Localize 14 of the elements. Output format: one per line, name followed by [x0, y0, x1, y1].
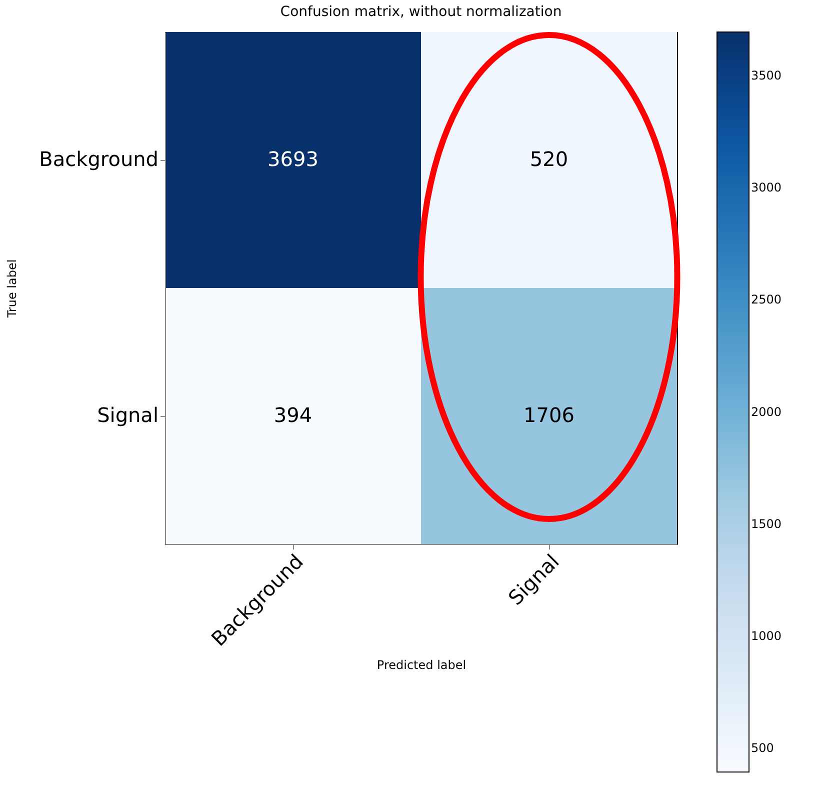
color-bar-label: 3500	[751, 68, 782, 82]
x-axis-title: Predicted label	[376, 658, 466, 672]
color-bar-label: 3000	[751, 180, 782, 194]
color-bar-label: 500	[751, 741, 774, 756]
data-label: 3693	[268, 147, 318, 171]
color-bar-label: 1000	[751, 629, 782, 644]
color-bar-label: 2000	[751, 404, 782, 419]
color-bar-label: 2500	[751, 292, 782, 307]
color-bar-label: 1500	[751, 516, 782, 531]
y-axis-title: True label	[5, 259, 20, 319]
data-label: 520	[530, 147, 568, 171]
chart-title: Confusion matrix, without normalization	[280, 4, 562, 20]
data-label: 394	[274, 403, 312, 427]
data-label: 1706	[524, 403, 574, 427]
